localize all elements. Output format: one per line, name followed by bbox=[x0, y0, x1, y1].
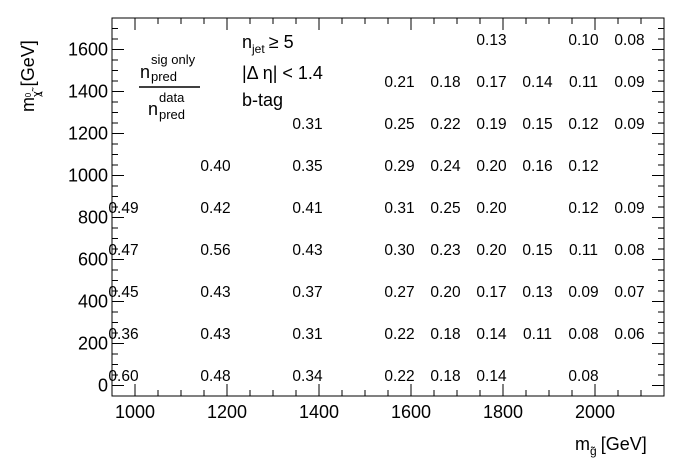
cell-value: 0.14 bbox=[522, 74, 553, 91]
cell-value: 0.11 bbox=[569, 74, 598, 91]
cell-value: 0.24 bbox=[430, 158, 461, 175]
x-tick-label: 2000 bbox=[575, 402, 615, 422]
y-tick-label: 800 bbox=[78, 208, 108, 228]
cell-value: 0.20 bbox=[476, 200, 507, 217]
cell-value: 0.18 bbox=[430, 326, 460, 343]
y-tick-label: 200 bbox=[78, 334, 108, 354]
x-tick-label: 1600 bbox=[391, 402, 431, 422]
cell-value: 0.22 bbox=[384, 326, 414, 343]
cell-value: 0.43 bbox=[200, 326, 230, 343]
cell-value: 0.48 bbox=[200, 368, 230, 385]
x-tick-label: 1000 bbox=[115, 402, 155, 422]
cell-value: 0.12 bbox=[568, 200, 598, 217]
cell-value: 0.16 bbox=[522, 158, 552, 175]
x-axis-title: mg̃ [GeV] bbox=[575, 434, 647, 458]
cell-value: 0.40 bbox=[200, 158, 231, 175]
ratio-denominator-sup: data bbox=[159, 90, 185, 105]
selection-deta: |Δ η| < 1.4 bbox=[242, 63, 323, 83]
cell-value: 0.36 bbox=[108, 326, 138, 343]
cell-value: 0.06 bbox=[614, 326, 644, 343]
y-axis-title: mχ̃0 1[GeV] bbox=[18, 40, 44, 112]
cell-value: 0.45 bbox=[108, 284, 138, 301]
cell-value: 0.09 bbox=[614, 74, 644, 91]
cell-value: 0.41 bbox=[292, 200, 322, 217]
cell-value: 0.60 bbox=[108, 368, 139, 385]
cell-value: 0.20 bbox=[476, 242, 507, 259]
cell-value: 0.37 bbox=[292, 284, 322, 301]
cell-value: 0.18 bbox=[430, 74, 460, 91]
x-tick-label: 1400 bbox=[299, 402, 339, 422]
y-tick-label: 1200 bbox=[68, 124, 108, 144]
y-tick-label: 1400 bbox=[68, 82, 108, 102]
cell-value: 0.09 bbox=[614, 116, 644, 133]
cell-value: 0.25 bbox=[384, 116, 414, 133]
cell-value: 0.15 bbox=[522, 116, 552, 133]
cell-value: 0.34 bbox=[292, 368, 323, 385]
cell-value: 0.22 bbox=[430, 116, 460, 133]
selection-njet: njet ≥ 5 bbox=[242, 32, 294, 56]
cell-value: 0.09 bbox=[568, 284, 598, 301]
cell-value: 0.30 bbox=[384, 242, 415, 259]
cell-value: 0.47 bbox=[108, 242, 138, 259]
cell-value: 0.08 bbox=[568, 368, 598, 385]
ratio-numerator: n bbox=[140, 62, 150, 82]
cell-value: 0.17 bbox=[476, 284, 506, 301]
cell-value: 0.09 bbox=[614, 200, 644, 217]
cell-value: 0.14 bbox=[476, 368, 507, 385]
cell-value: 0.43 bbox=[292, 242, 322, 259]
cell-value: 0.12 bbox=[568, 116, 598, 133]
cell-value: 0.27 bbox=[384, 284, 414, 301]
axis-ticks bbox=[111, 17, 665, 397]
cell-value: 0.11 bbox=[569, 242, 598, 259]
cell-value: 0.19 bbox=[476, 116, 506, 133]
y-tick-label: 1600 bbox=[68, 40, 108, 60]
ratio-denominator-sub: pred bbox=[159, 107, 185, 122]
cell-value: 0.10 bbox=[568, 32, 599, 49]
cell-value: 0.31 bbox=[384, 200, 414, 217]
cell-value: 0.08 bbox=[614, 242, 644, 259]
cell-value: 0.35 bbox=[292, 158, 322, 175]
cell-value: 0.08 bbox=[568, 326, 598, 343]
y-tick-label: 400 bbox=[78, 292, 108, 312]
y-tick-label: 1000 bbox=[68, 166, 108, 186]
cell-value: 0.21 bbox=[384, 74, 414, 91]
cell-value: 0.31 bbox=[292, 326, 322, 343]
cell-value: 0.20 bbox=[430, 284, 461, 301]
cell-value: 0.49 bbox=[108, 200, 138, 217]
cell-value: 0.22 bbox=[384, 368, 414, 385]
ratio-label: n sig only pred n data pred bbox=[139, 52, 200, 122]
ratio-denominator: n bbox=[148, 99, 158, 119]
cell-value: 0.43 bbox=[200, 284, 230, 301]
x-tick-label: 1200 bbox=[207, 402, 247, 422]
cell-value: 0.18 bbox=[430, 368, 460, 385]
selection-text: njet ≥ 5 |Δ η| < 1.4 b-tag bbox=[242, 32, 323, 110]
ratio-numerator-sup: sig only bbox=[151, 52, 196, 67]
cell-value: 0.29 bbox=[384, 158, 414, 175]
cell-value: 0.08 bbox=[614, 32, 644, 49]
cell-value: 0.17 bbox=[476, 74, 506, 91]
cell-value: 0.14 bbox=[476, 326, 507, 343]
cell-value: 0.23 bbox=[430, 242, 460, 259]
y-tick-labels: 0 200 400 600 800 1000 1200 1400 1600 bbox=[68, 40, 108, 396]
cell-value: 0.15 bbox=[522, 242, 552, 259]
cell-value: 0.20 bbox=[476, 158, 507, 175]
y-tick-label: 600 bbox=[78, 250, 108, 270]
cell-value: 0.56 bbox=[200, 242, 230, 259]
x-tick-labels: 1000 1200 1400 1600 1800 2000 bbox=[115, 402, 615, 422]
cell-values: 0.13 0.10 0.08 0.21 0.18 0.17 0.14 0.11 0.09 0.31… bbox=[108, 32, 644, 385]
cell-value: 0.31 bbox=[292, 116, 322, 133]
cell-value: 0.11 bbox=[523, 326, 552, 343]
cell-value: 0.07 bbox=[614, 284, 644, 301]
cell-value: 0.13 bbox=[522, 284, 552, 301]
y-tick-label: 0 bbox=[98, 376, 108, 396]
cell-value: 0.13 bbox=[476, 32, 506, 49]
cell-value: 0.42 bbox=[200, 200, 230, 217]
x-tick-label: 1800 bbox=[483, 402, 523, 422]
cell-value: 0.12 bbox=[568, 158, 598, 175]
cell-value: 0.25 bbox=[430, 200, 460, 217]
selection-btag: b-tag bbox=[242, 90, 283, 110]
ratio-numerator-sub: pred bbox=[151, 69, 177, 84]
